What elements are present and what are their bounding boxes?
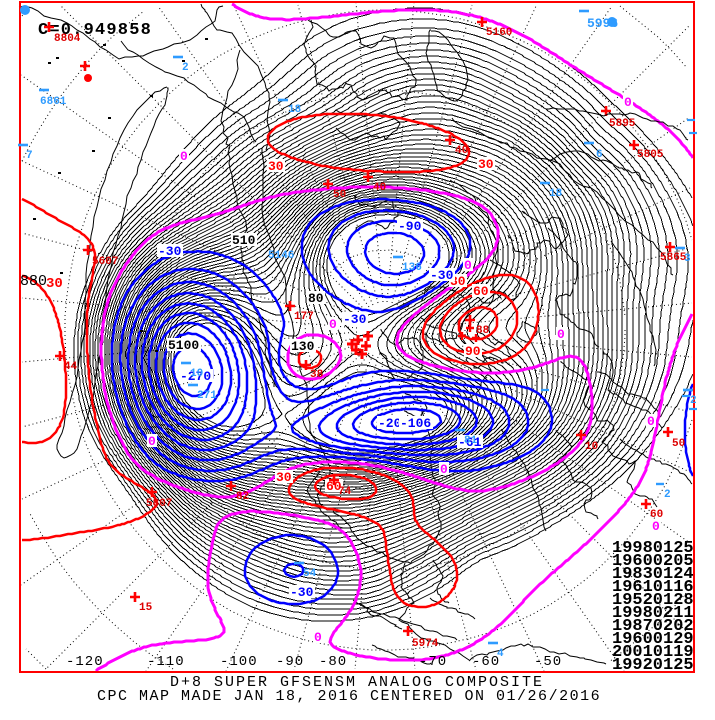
svg-text:6: 6 <box>596 149 603 161</box>
svg-text:-60: -60 <box>472 654 500 670</box>
svg-text:C=0.949858: C=0.949858 <box>38 21 152 40</box>
svg-text:880: 880 <box>20 273 47 290</box>
svg-text:19520128: 19520128 <box>612 591 694 610</box>
svg-text:-30: -30 <box>343 312 367 327</box>
svg-text:-70: -70 <box>419 654 447 670</box>
svg-text:38: 38 <box>310 369 324 381</box>
svg-text:2: 2 <box>664 489 671 501</box>
svg-text:60: 60 <box>326 479 342 494</box>
svg-text:0: 0 <box>314 630 322 645</box>
svg-text:19980125: 19980125 <box>612 539 694 558</box>
svg-text:-50: -50 <box>534 654 562 670</box>
svg-text:5100: 5100 <box>168 338 199 353</box>
svg-text:0: 0 <box>652 519 660 534</box>
svg-text:0: 0 <box>180 149 188 164</box>
svg-text:-30: -30 <box>290 585 314 600</box>
svg-text:82: 82 <box>236 491 249 503</box>
svg-text:5160: 5160 <box>486 27 512 39</box>
svg-text:510: 510 <box>232 233 256 248</box>
svg-text:44: 44 <box>64 361 78 373</box>
svg-text:CPC MAP MADE JAN 18, 2016 CENT: CPC MAP MADE JAN 18, 2016 CENTERED ON 01… <box>97 688 601 705</box>
svg-text:0: 0 <box>329 317 337 332</box>
svg-text:20010119: 20010119 <box>612 643 694 662</box>
svg-text:0: 0 <box>440 462 448 477</box>
svg-text:30: 30 <box>478 157 494 172</box>
svg-text:30: 30 <box>46 276 63 292</box>
svg-text:2: 2 <box>182 62 189 74</box>
svg-text:30: 30 <box>268 159 284 174</box>
svg-text:5807: 5807 <box>146 498 172 510</box>
svg-text:-110: -110 <box>147 654 185 670</box>
svg-text:90: 90 <box>465 344 481 359</box>
svg-text:50: 50 <box>672 438 685 450</box>
svg-text:3: 3 <box>684 253 691 265</box>
svg-text:5607: 5607 <box>92 256 118 268</box>
svg-text:2: 2 <box>690 395 697 407</box>
svg-text:5974: 5974 <box>412 638 439 650</box>
svg-text:40: 40 <box>373 182 386 194</box>
svg-text:-90: -90 <box>276 654 304 670</box>
svg-text:15: 15 <box>139 602 153 614</box>
svg-text:18: 18 <box>288 104 302 116</box>
svg-text:5895: 5895 <box>609 118 636 130</box>
svg-text:136: 136 <box>402 262 422 274</box>
svg-text:81: 81 <box>464 435 478 447</box>
svg-text:10: 10 <box>585 441 598 453</box>
svg-text:0: 0 <box>148 434 156 449</box>
svg-text:-30: -30 <box>430 268 454 283</box>
svg-text:-90: -90 <box>398 219 422 234</box>
svg-text:19600129: 19600129 <box>612 630 694 649</box>
svg-text:4: 4 <box>497 648 504 660</box>
svg-text:177: 177 <box>294 311 314 323</box>
svg-text:19920125: 19920125 <box>612 656 694 675</box>
svg-text:19600205: 19600205 <box>612 552 694 571</box>
svg-text:-106: -106 <box>400 416 431 431</box>
svg-text:-270: -270 <box>180 369 211 384</box>
svg-text:6861: 6861 <box>40 96 67 108</box>
svg-text:50: 50 <box>333 189 346 201</box>
svg-text:-120: -120 <box>66 654 104 670</box>
svg-text:80: 80 <box>308 291 324 306</box>
svg-text:D+8 SUPER GFSENSM ANALOG COMPO: D+8 SUPER GFSENSM ANALOG COMPOSITE <box>170 674 544 691</box>
svg-text:19870202: 19870202 <box>612 617 694 636</box>
svg-text:30: 30 <box>276 470 292 485</box>
svg-text:0: 0 <box>557 327 565 342</box>
svg-text:40: 40 <box>455 145 468 157</box>
svg-text:0: 0 <box>464 258 472 273</box>
svg-text:5865: 5865 <box>660 252 687 264</box>
svg-text:7: 7 <box>26 150 33 162</box>
svg-text:-30: -30 <box>158 244 182 259</box>
svg-text:10: 10 <box>190 368 203 380</box>
svg-text:-61: -61 <box>458 435 482 450</box>
svg-text:5146: 5146 <box>268 250 294 262</box>
svg-text:19980211: 19980211 <box>612 604 694 623</box>
svg-text:74: 74 <box>338 486 352 498</box>
svg-text:54: 54 <box>303 568 317 580</box>
svg-text:88: 88 <box>476 325 490 337</box>
svg-text:8804: 8804 <box>54 33 81 45</box>
svg-text:19830124: 19830124 <box>612 565 694 584</box>
svg-text:-80: -80 <box>319 654 347 670</box>
svg-text:-100: -100 <box>220 654 258 670</box>
svg-text:0: 0 <box>624 95 632 110</box>
svg-text:18: 18 <box>549 188 563 200</box>
svg-text:60: 60 <box>650 509 663 521</box>
svg-text:5805: 5805 <box>637 149 664 161</box>
svg-text:0: 0 <box>647 414 655 429</box>
svg-text:271: 271 <box>197 390 217 402</box>
svg-text:60: 60 <box>473 284 489 299</box>
svg-text:19610116: 19610116 <box>612 578 694 597</box>
svg-text:130: 130 <box>291 339 315 354</box>
